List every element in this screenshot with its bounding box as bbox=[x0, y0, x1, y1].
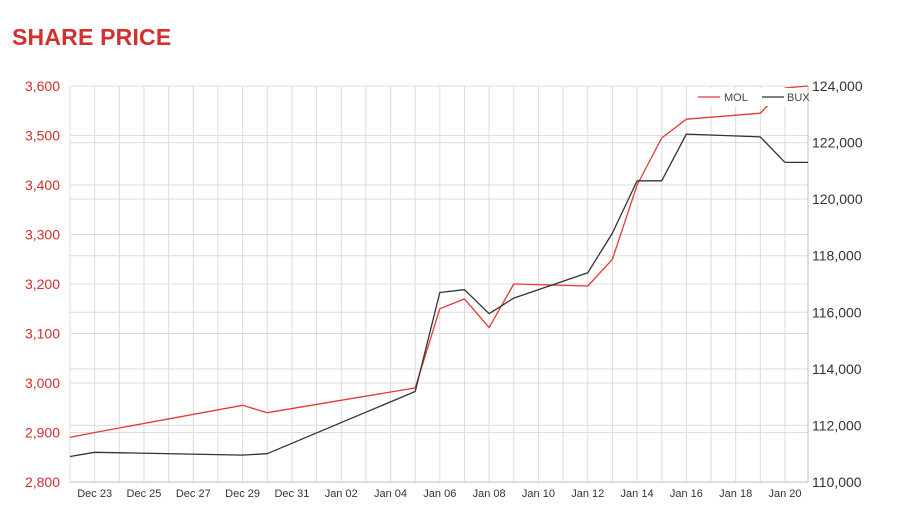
y-right-tick-label: 110,000 bbox=[812, 474, 862, 490]
y-left-tick-label: 3,600 bbox=[25, 78, 60, 94]
y-right-tick-label: 118,000 bbox=[812, 248, 862, 264]
y-left-tick-label: 3,000 bbox=[25, 375, 60, 391]
y-right-tick-label: 120,000 bbox=[812, 191, 863, 207]
y-left-tick-label: 3,100 bbox=[25, 326, 60, 342]
x-tick-label: Jan 14 bbox=[621, 488, 654, 500]
x-tick-label: Jan 06 bbox=[423, 488, 456, 500]
x-tick-label: Dec 25 bbox=[127, 488, 162, 500]
x-tick-label: Jan 04 bbox=[374, 488, 407, 500]
series-line-mol-tail bbox=[784, 85, 809, 89]
x-tick-label: Dec 27 bbox=[176, 488, 211, 500]
x-tick-label: Jan 10 bbox=[522, 488, 555, 500]
x-tick-label: Dec 29 bbox=[225, 488, 260, 500]
x-tick-label: Jan 12 bbox=[571, 488, 604, 500]
chart-title: SHARE PRICE bbox=[12, 24, 172, 50]
x-tick-label: Jan 16 bbox=[670, 488, 703, 500]
y-right-tick-label: 122,000 bbox=[812, 135, 863, 151]
series-line-mol bbox=[69, 87, 786, 439]
legend-label-mol: MOL bbox=[724, 92, 748, 104]
x-tick-label: Jan 02 bbox=[325, 488, 358, 500]
x-tick-label: Jan 18 bbox=[719, 488, 752, 500]
y-left-tick-label: 3,500 bbox=[25, 128, 60, 144]
x-tick-label: Dec 23 bbox=[77, 488, 112, 500]
legend-background bbox=[695, 88, 807, 106]
y-right-tick-label: 114,000 bbox=[812, 361, 862, 377]
y-left-tick-label: 3,400 bbox=[25, 177, 60, 193]
y-right-tick-label: 124,000 bbox=[812, 78, 863, 94]
y-left-tick-label: 3,300 bbox=[25, 227, 60, 243]
legend-label-bux: BUX bbox=[787, 92, 810, 104]
x-tick-label: Dec 31 bbox=[274, 488, 309, 500]
y-left-tick-label: 3,200 bbox=[25, 276, 60, 292]
y-left-tick-label: 2,900 bbox=[25, 425, 60, 441]
x-tick-label: Jan 08 bbox=[473, 488, 506, 500]
y-right-tick-label: 116,000 bbox=[812, 304, 862, 320]
x-tick-label: Jan 20 bbox=[768, 488, 801, 500]
y-left-tick-label: 2,800 bbox=[25, 474, 60, 490]
y-right-tick-label: 112,000 bbox=[812, 417, 862, 433]
series-line-bux bbox=[69, 133, 786, 458]
